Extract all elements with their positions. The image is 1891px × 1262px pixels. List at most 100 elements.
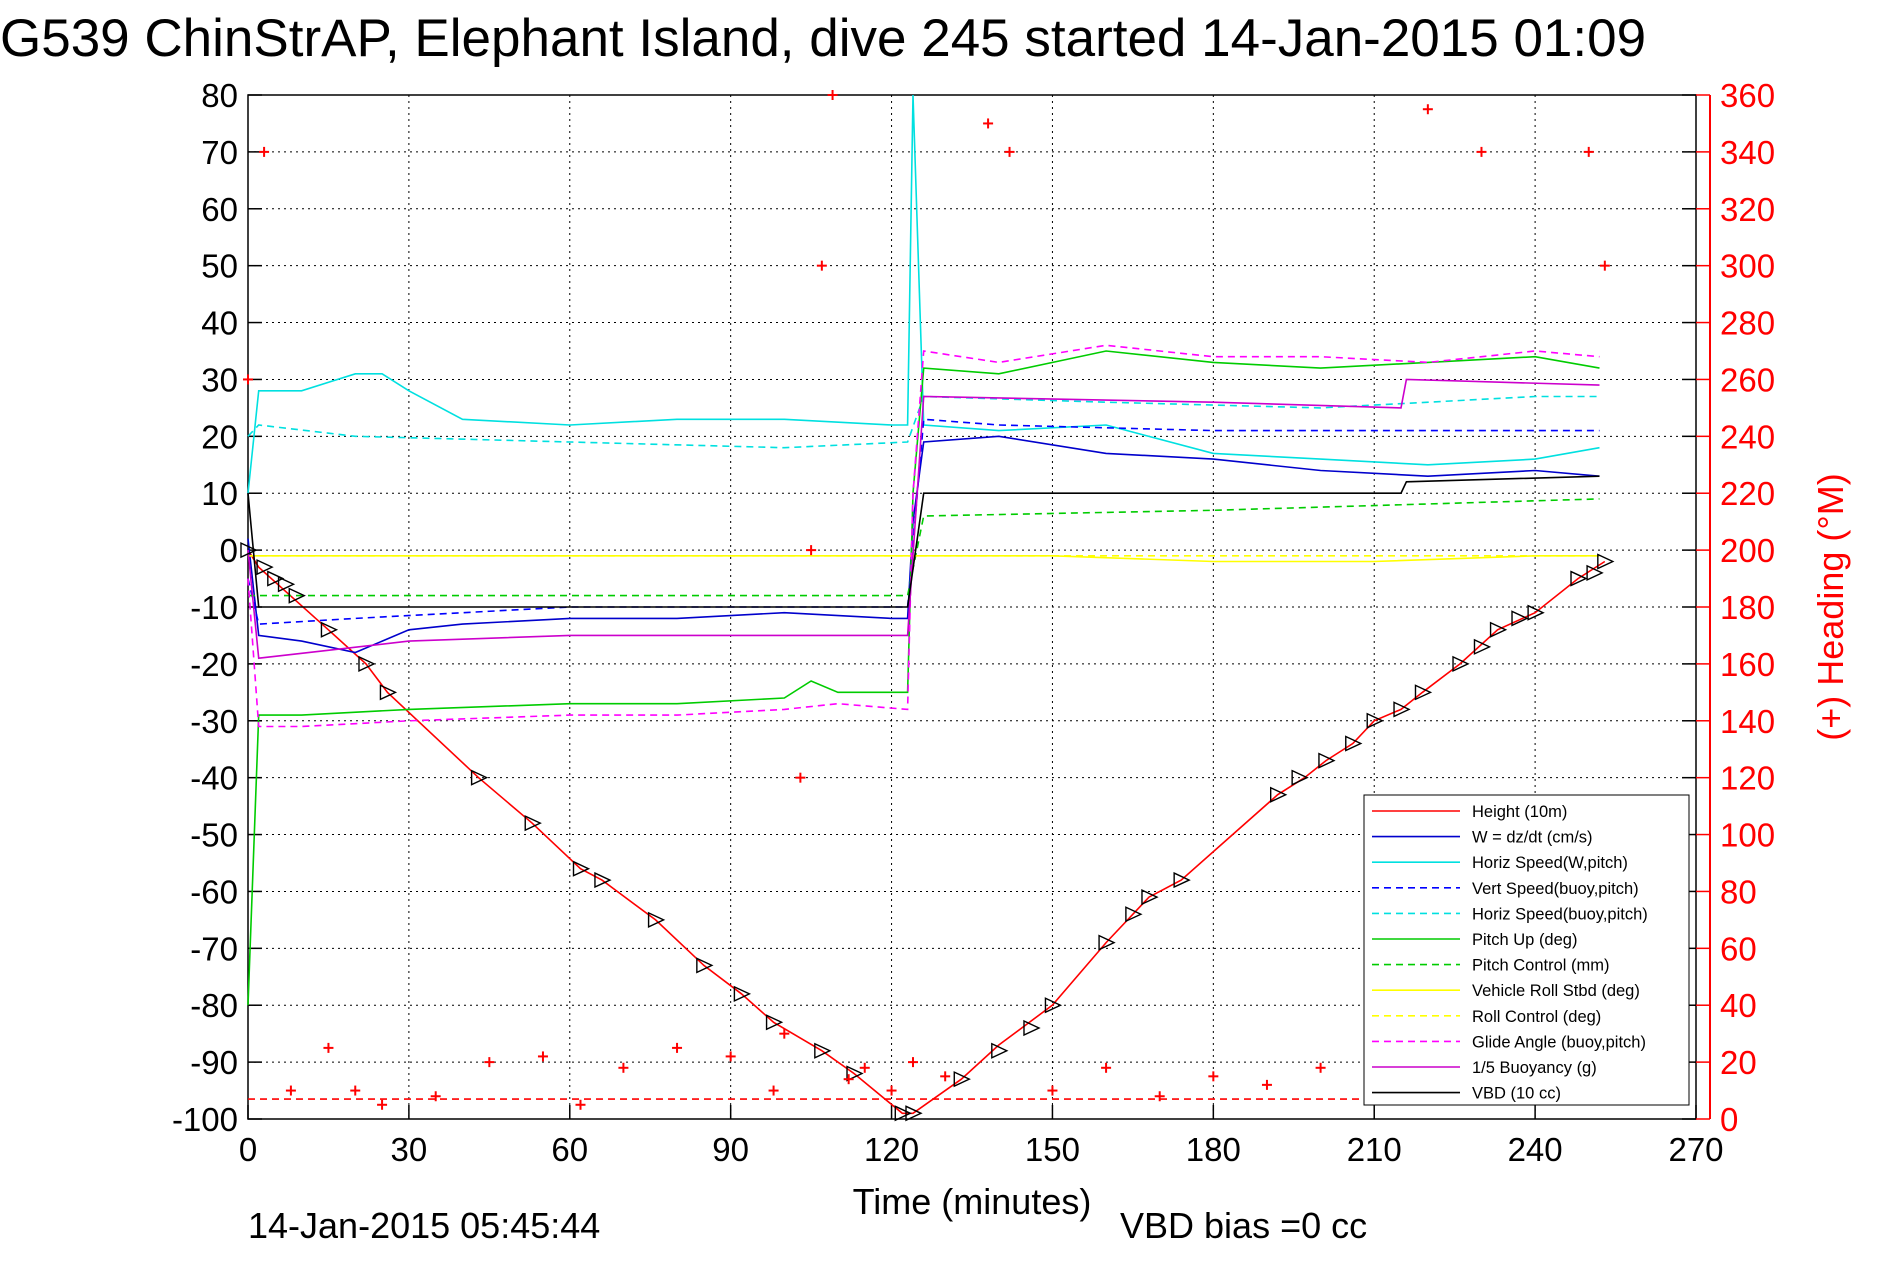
y-right-tick-label: 340 bbox=[1720, 134, 1775, 171]
height-marker bbox=[240, 542, 258, 559]
right-y-axis-label: (+) Heading (°M) bbox=[1810, 473, 1851, 740]
x-tick-label: 30 bbox=[391, 1131, 428, 1168]
left-tick-labels: 80 70 60 50 40 30 20 10 0 -10 -20 -30 -40 -50 -60 -70 -8… bbox=[172, 77, 238, 1138]
legend-label: Pitch Up (deg) bbox=[1472, 931, 1577, 949]
x-axis-label: Time (minutes) bbox=[853, 1181, 1092, 1222]
heading-marker bbox=[1101, 1062, 1112, 1073]
heading-marker bbox=[1261, 1079, 1272, 1090]
height-marker bbox=[1345, 735, 1363, 752]
footer-timestamp: 14-Jan-2015 05:45:44 bbox=[248, 1205, 600, 1246]
height-marker bbox=[379, 684, 398, 701]
heading-marker bbox=[1315, 1062, 1326, 1073]
y-right-tick-label: 100 bbox=[1720, 817, 1775, 854]
footer-vbd-bias: VBD bias =0 cc bbox=[1120, 1205, 1367, 1246]
height-marker bbox=[288, 587, 306, 604]
height-marker bbox=[1125, 906, 1143, 923]
y-tick-label: 60 bbox=[201, 191, 238, 228]
y-tick-label: -50 bbox=[190, 817, 238, 854]
legend-label: 1/5 Buoyancy (g) bbox=[1472, 1059, 1597, 1077]
y-right-tick-label: 300 bbox=[1720, 248, 1775, 285]
legend-label: Horiz Speed(W,pitch) bbox=[1472, 854, 1628, 872]
height-marker bbox=[256, 559, 274, 576]
y-right-tick-label: 20 bbox=[1720, 1044, 1757, 1081]
height-markers bbox=[240, 542, 1615, 1122]
heading-marker bbox=[430, 1091, 441, 1102]
heading-marker bbox=[816, 260, 827, 271]
y-right-tick-label: 320 bbox=[1720, 191, 1775, 228]
legend-label: Horiz Speed(buoy,pitch) bbox=[1472, 905, 1648, 923]
x-tick-label: 120 bbox=[864, 1131, 919, 1168]
y-tick-label: 40 bbox=[201, 305, 238, 342]
legend-label: W = dz/dt (cm/s) bbox=[1472, 829, 1593, 847]
heading-marker bbox=[779, 1028, 790, 1039]
heading-marker bbox=[1422, 104, 1433, 115]
height-marker bbox=[733, 985, 752, 1002]
y-right-tick-label: 200 bbox=[1720, 532, 1775, 569]
height-marker bbox=[1570, 570, 1588, 587]
legend: Height (10m) W = dz/dt (cm/s) Horiz Speed(… bbox=[1363, 794, 1690, 1106]
height-marker bbox=[1269, 786, 1288, 803]
height-marker bbox=[1141, 889, 1159, 906]
x-tick-labels: 0 30 60 90 120 150 180 210 240 270 bbox=[239, 1131, 1724, 1168]
heading-marker bbox=[1154, 1091, 1165, 1102]
x-tick-label: 60 bbox=[551, 1131, 588, 1168]
y-right-tick-label: 260 bbox=[1720, 361, 1775, 398]
legend-label: Height (10m) bbox=[1472, 803, 1567, 821]
y-right-tick-label: 80 bbox=[1720, 873, 1757, 910]
legend-label: Roll Control (deg) bbox=[1472, 1008, 1601, 1026]
heading-marker bbox=[484, 1057, 495, 1068]
height-marker bbox=[470, 769, 489, 786]
y-tick-label: 10 bbox=[201, 475, 238, 512]
series-line-0 bbox=[247, 549, 1606, 1115]
y-tick-label: -70 bbox=[190, 930, 238, 967]
y-tick-label: -20 bbox=[190, 646, 238, 683]
x-tick-label: 0 bbox=[239, 1131, 257, 1168]
series-layer bbox=[247, 94, 1606, 1115]
heading-marker bbox=[1583, 146, 1594, 157]
y-right-tick-label: 140 bbox=[1720, 703, 1775, 740]
height-marker bbox=[1527, 604, 1545, 621]
x-tick-label: 270 bbox=[1668, 1131, 1723, 1168]
height-marker bbox=[572, 860, 591, 877]
series-line-1 bbox=[247, 435, 1600, 654]
series-line-4 bbox=[247, 395, 1600, 449]
height-marker bbox=[594, 871, 612, 889]
right-tick-labels: 3603403203002802602402202001801601401201… bbox=[1696, 77, 1775, 1138]
x-tick-label: 150 bbox=[1025, 1131, 1080, 1168]
y-tick-label: 80 bbox=[201, 77, 238, 114]
height-marker bbox=[894, 1105, 912, 1122]
heading-marker bbox=[618, 1062, 629, 1073]
legend-label: Pitch Control (mm) bbox=[1472, 957, 1610, 975]
height-marker bbox=[1473, 638, 1492, 655]
height-marker bbox=[696, 957, 714, 974]
x-tick-label: 180 bbox=[1186, 1131, 1241, 1168]
legend-box bbox=[1363, 794, 1690, 1106]
y-right-tick-label: 180 bbox=[1720, 589, 1775, 626]
y-right-tick-label: 120 bbox=[1720, 760, 1775, 797]
legend-label: Vehicle Roll Stbd (deg) bbox=[1472, 982, 1640, 1000]
legend-label: Vert Speed(buoy,pitch) bbox=[1472, 880, 1639, 898]
height-marker bbox=[1414, 684, 1433, 701]
y-tick-label: 30 bbox=[201, 361, 238, 398]
y-tick-label: 50 bbox=[201, 248, 238, 285]
height-marker bbox=[1586, 564, 1604, 581]
height-marker bbox=[1393, 701, 1411, 718]
series-line-10 bbox=[247, 378, 1600, 660]
heading-marker bbox=[243, 374, 253, 385]
y-tick-label: -100 bbox=[172, 1101, 238, 1138]
heading-marker bbox=[1599, 260, 1610, 271]
height-marker bbox=[953, 1071, 971, 1088]
height-marker bbox=[991, 1042, 1009, 1059]
height-marker bbox=[1098, 934, 1116, 951]
heading-marker bbox=[768, 1085, 779, 1096]
y-tick-label: -80 bbox=[190, 987, 238, 1024]
y-right-tick-label: 40 bbox=[1720, 987, 1757, 1024]
y-right-tick-label: 280 bbox=[1720, 305, 1775, 342]
y-tick-label: 70 bbox=[201, 134, 238, 171]
height-marker bbox=[814, 1042, 832, 1059]
height-marker bbox=[647, 911, 666, 928]
series-line-5 bbox=[247, 350, 1600, 1006]
heading-marker bbox=[908, 1057, 919, 1068]
heading-marker bbox=[259, 146, 270, 157]
x-tick-label: 240 bbox=[1508, 1131, 1563, 1168]
